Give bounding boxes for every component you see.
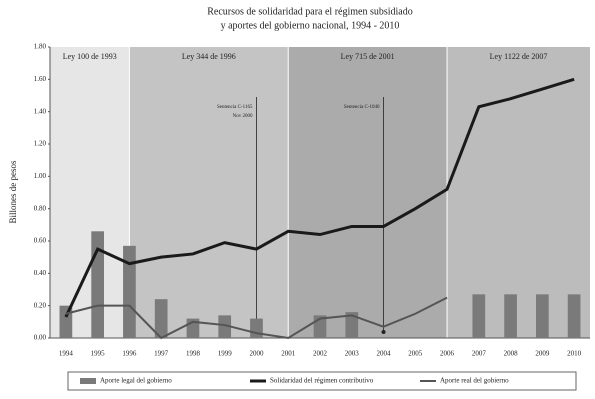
- x-tick-label: 1998: [186, 350, 201, 358]
- y-tick-label: 0.80: [34, 204, 47, 212]
- annotation: Sentencia C-1165: [217, 105, 253, 110]
- y-tick-label: 1.20: [34, 140, 47, 148]
- y-tick-label: 0.40: [34, 269, 47, 277]
- bar: [154, 299, 168, 338]
- y-tick-label: 1.80: [34, 43, 47, 51]
- period-label: Ley 1122 de 2007: [490, 52, 548, 61]
- bar: [536, 294, 549, 338]
- x-tick-label: 1995: [91, 350, 106, 358]
- legend-swatch: [80, 378, 96, 384]
- y-tick-label: 1.00: [34, 172, 47, 180]
- x-tick-label: 2008: [504, 350, 519, 358]
- y-tick-label: 1.40: [34, 107, 47, 115]
- bar: [345, 312, 359, 338]
- bar: [91, 231, 104, 338]
- period-band: [288, 47, 448, 338]
- x-tick-label: 2005: [408, 350, 423, 358]
- annotation: Nov 2000: [233, 114, 253, 119]
- period-label: Ley 100 de 1993: [63, 52, 117, 61]
- legend-label: Solidaridad del régimen contributivo: [270, 377, 374, 385]
- x-tick-label: 2009: [535, 350, 550, 358]
- bar: [472, 294, 486, 338]
- bar: [123, 245, 136, 338]
- x-tick-label: 1997: [154, 350, 169, 358]
- chart-title: y aportes del gobierno nacional, 1994 - …: [221, 20, 400, 31]
- period-label: Ley 344 de 1996: [182, 52, 236, 61]
- line: [65, 296, 448, 340]
- period-band: [50, 47, 130, 338]
- y-tick-label: 1.60: [34, 75, 47, 83]
- x-tick-label: 1999: [218, 350, 233, 358]
- line: [64, 77, 575, 318]
- y-tick-label: 0.00: [34, 334, 47, 342]
- x-tick-label: 2000: [249, 350, 264, 358]
- x-tick-label: 1994: [59, 350, 74, 358]
- legend-box: [67, 371, 577, 391]
- bar: [567, 294, 581, 338]
- x-tick-label: 2010: [567, 350, 582, 358]
- x-tick-label: 2003: [345, 350, 360, 358]
- bar: [504, 294, 517, 338]
- x-tick-label: 1996: [122, 350, 137, 358]
- x-tick-label: 2007: [472, 350, 487, 358]
- period-label: Ley 715 de 2001: [341, 52, 395, 61]
- bar: [218, 315, 232, 338]
- bar: [250, 318, 263, 338]
- x-tick-label: 2002: [313, 350, 328, 358]
- legend-label: Aporte real del gobierno: [440, 377, 509, 385]
- x-tick-label: 2004: [377, 350, 392, 358]
- y-axis-label: Billones de pesos: [8, 160, 18, 223]
- y-tick-label: 0.60: [34, 237, 47, 245]
- period-band: [129, 47, 289, 338]
- annotation: Sentencia C-1040: [344, 105, 380, 110]
- legend-label: Aporte legal del gobierno: [100, 377, 172, 385]
- y-tick-label: 0.20: [34, 301, 47, 309]
- x-tick-label: 2006: [440, 350, 455, 358]
- x-tick-label: 2001: [281, 350, 296, 358]
- chart-title: Recursos de solidaridad para el régimen …: [207, 6, 413, 17]
- annotation-dot: [381, 330, 386, 334]
